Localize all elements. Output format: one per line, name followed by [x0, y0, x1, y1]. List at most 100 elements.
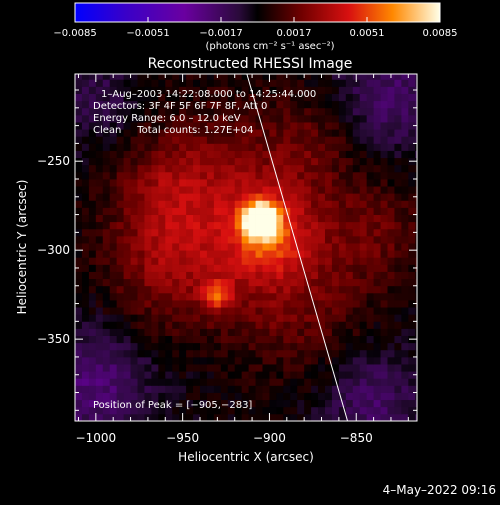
- heatmap-cell: [109, 307, 118, 315]
- heatmap-cell: [318, 299, 326, 308]
- heatmap-cell: [165, 406, 173, 415]
- heatmap-cell: [158, 178, 166, 187]
- heatmap-cell: [75, 250, 83, 258]
- heatmap-cell: [283, 292, 291, 301]
- heatmap-cell: [304, 178, 312, 187]
- heatmap-cell: [158, 299, 166, 308]
- heatmap-cell: [144, 129, 152, 137]
- heatmap-cell: [234, 271, 243, 280]
- heatmap-cell: [116, 74, 124, 80]
- heatmap-cell: [401, 250, 409, 258]
- heatmap-cell: [269, 93, 277, 102]
- heatmap-cell: [380, 100, 388, 109]
- heatmap-cell: [311, 186, 319, 194]
- heatmap-cell: [269, 228, 277, 237]
- heatmap-cell: [359, 150, 368, 159]
- heatmap-cell: [137, 328, 145, 336]
- heatmap-cell: [220, 335, 229, 344]
- heatmap-cell: [352, 178, 361, 187]
- heatmap-cell: [186, 214, 194, 223]
- heatmap-cell: [199, 114, 208, 123]
- heatmap-cell: [172, 371, 180, 379]
- heatmap-cell: [331, 157, 340, 166]
- heatmap-cell: [290, 378, 298, 386]
- heatmap-cell: [193, 392, 201, 401]
- heatmap-cell: [311, 250, 319, 258]
- heatmap-cell: [213, 228, 222, 237]
- heatmap-cell: [401, 107, 409, 116]
- heatmap-cell: [199, 314, 208, 322]
- heatmap-cell: [283, 129, 291, 137]
- heatmap-cell: [109, 150, 118, 159]
- heatmap-cell: [151, 100, 159, 109]
- heatmap-cell: [415, 285, 417, 294]
- heatmap-cell: [408, 93, 416, 102]
- heatmap-cell: [95, 221, 104, 230]
- heatmap-cell: [234, 186, 243, 194]
- heatmap-cell: [172, 299, 180, 308]
- heatmap-cell: [283, 200, 291, 208]
- heatmap-cell: [213, 307, 222, 315]
- heatmap-cell: [318, 371, 326, 379]
- heatmap-cell: [324, 178, 333, 187]
- heatmap-cell: [172, 406, 180, 415]
- heatmap-cell: [318, 264, 326, 272]
- heatmap-cell: [283, 186, 291, 194]
- heatmap-cell: [123, 399, 131, 408]
- heatmap-cell: [75, 271, 83, 280]
- heatmap-cell: [193, 136, 201, 144]
- heatmap-cell: [109, 122, 118, 130]
- heatmap-cell: [290, 278, 298, 287]
- heatmap-cell: [408, 413, 416, 421]
- heatmap-cell: [255, 342, 263, 351]
- heatmap-cell: [318, 385, 326, 393]
- heatmap-cell: [186, 143, 194, 151]
- heatmap-cell: [95, 207, 104, 215]
- heatmap-cell: [158, 385, 166, 393]
- heatmap-cell: [262, 264, 270, 272]
- heatmap-cell: [144, 193, 152, 201]
- heatmap-cell: [359, 364, 368, 372]
- heatmap-cell: [95, 93, 104, 102]
- heatmap-cell: [179, 129, 187, 137]
- heatmap-cell: [165, 200, 173, 208]
- heatmap-cell: [88, 349, 97, 358]
- heatmap-cell: [109, 178, 118, 187]
- heatmap-cell: [331, 314, 340, 322]
- heatmap-cell: [359, 79, 368, 87]
- heatmap-cell: [318, 243, 326, 251]
- heatmap-cell: [193, 143, 201, 151]
- heatmap-cell: [75, 93, 83, 102]
- heatmap-cell: [304, 235, 312, 244]
- heatmap-cell: [123, 114, 131, 123]
- heatmap-cell: [116, 378, 124, 386]
- heatmap-cell: [387, 207, 395, 215]
- heatmap-cell: [165, 214, 173, 223]
- heatmap-cell: [137, 228, 145, 237]
- heatmap-cell: [130, 171, 138, 180]
- heatmap-cell: [109, 349, 118, 358]
- heatmap-cell: [366, 356, 374, 365]
- heatmap-cell: [352, 143, 361, 151]
- heatmap-cell: [415, 385, 417, 393]
- heatmap-cell: [297, 235, 305, 244]
- heatmap-cell: [290, 178, 298, 187]
- heatmap-cell: [88, 406, 97, 415]
- heatmap-cell: [199, 342, 208, 351]
- heatmap-cell: [373, 378, 381, 386]
- heatmap-cell: [199, 200, 208, 208]
- heatmap-cell: [172, 150, 180, 159]
- heatmap-cell: [220, 200, 229, 208]
- heatmap-cell: [408, 349, 416, 358]
- heatmap-cell: [359, 74, 368, 80]
- heatmap-cell: [75, 186, 83, 194]
- heatmap-cell: [359, 114, 368, 123]
- heatmap-cell: [241, 364, 249, 372]
- heatmap-cell: [387, 250, 395, 258]
- heatmap-cell: [220, 221, 229, 230]
- heatmap-cell: [193, 150, 201, 159]
- heatmap-cell: [116, 186, 124, 194]
- heatmap-cell: [255, 235, 263, 244]
- heatmap-cell: [172, 264, 180, 272]
- heatmap-cell: [311, 193, 319, 201]
